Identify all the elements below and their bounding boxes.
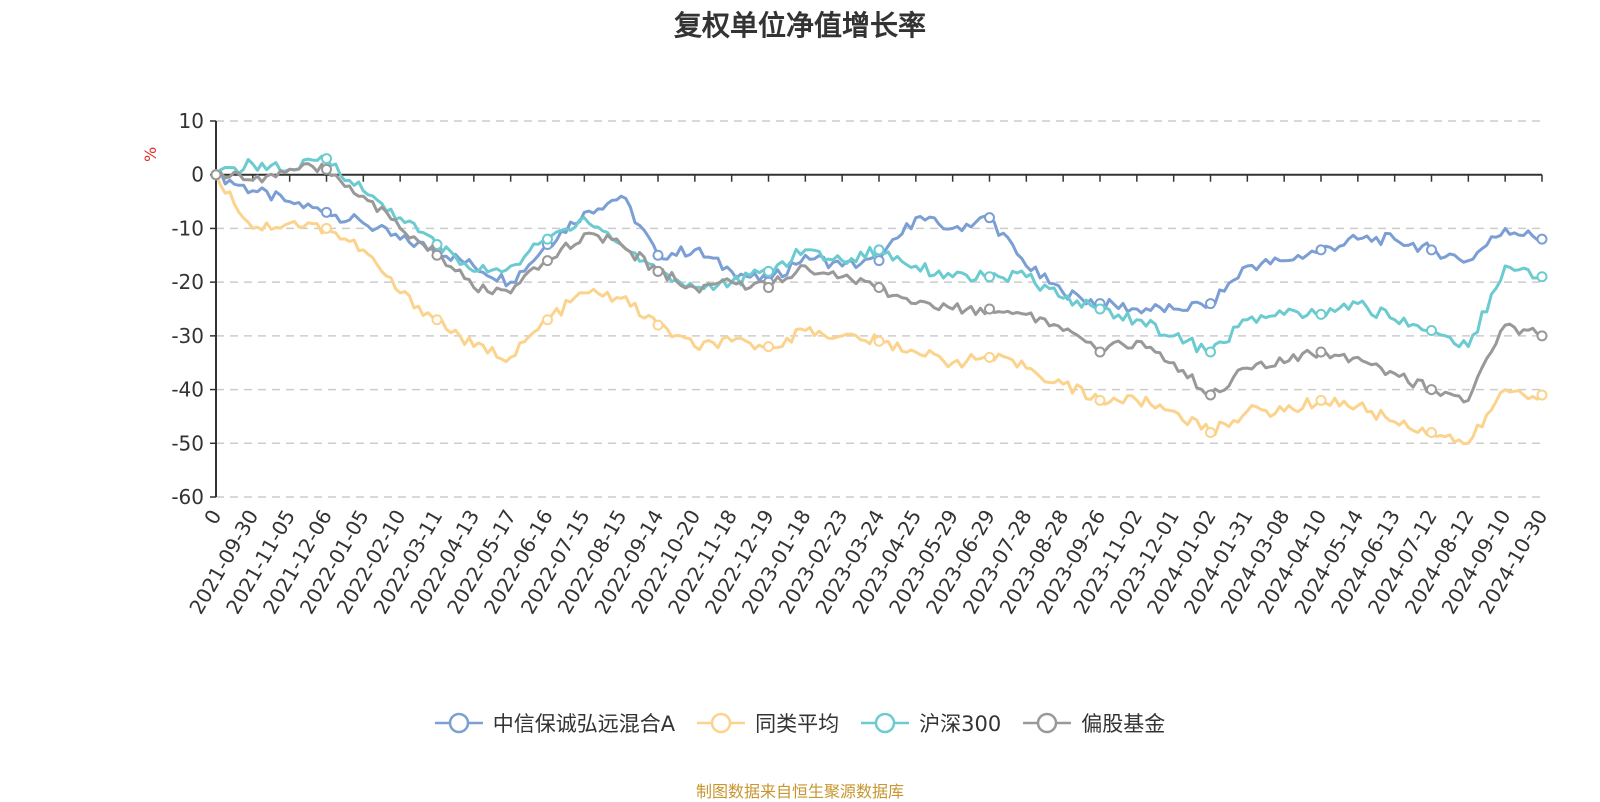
- legend-marker-icon: [861, 712, 910, 734]
- y-tick-labels: 10 0 -10 -20 -30 -40 -50 -60: [171, 109, 204, 509]
- series-point: [542, 233, 553, 245]
- series-point: [210, 169, 222, 181]
- series-point: [1205, 389, 1216, 401]
- x-tick-labels: 02021-09-302021-11-052021-12-062022-01-0…: [184, 506, 1552, 619]
- legend-item[interactable]: 同类平均: [697, 708, 839, 738]
- legend-label: 沪深300: [919, 712, 1002, 736]
- series-point: [763, 282, 774, 294]
- series-point: [1315, 308, 1327, 320]
- series-point: [1536, 233, 1548, 245]
- series-point: [1426, 384, 1437, 396]
- x-tick-label: 0: [199, 506, 226, 529]
- legend-label: 偏股基金: [1081, 712, 1166, 736]
- series-point: [1536, 330, 1548, 342]
- legend-marker-icon: [697, 712, 746, 734]
- series-point: [1426, 244, 1437, 256]
- series-point: [321, 222, 332, 234]
- y-tick-label: -20: [171, 270, 204, 294]
- source-note: 制图数据来自恒生聚源数据库: [695, 782, 904, 801]
- series-point: [1536, 389, 1548, 401]
- legend-label: 中信保诚弘远混合A: [492, 712, 676, 736]
- legend-marker-icon: [434, 712, 483, 734]
- series-point: [321, 206, 332, 218]
- series-point: [652, 249, 664, 261]
- chart-title: 复权单位净值增长率: [673, 9, 926, 42]
- series-point: [1315, 346, 1327, 358]
- line-chart: 10 0 -10 -20 -30 -40 -50 -60 02021-09-302021-11…: [141, 109, 1552, 619]
- series-point: [652, 319, 664, 331]
- series-point: [321, 163, 332, 175]
- series-point: [873, 244, 885, 256]
- series-point: [1094, 394, 1106, 406]
- legend-item[interactable]: 沪深300: [861, 708, 1001, 738]
- series-point: [1315, 244, 1327, 256]
- series-point: [1536, 271, 1548, 283]
- series-point: [984, 271, 995, 283]
- legend-label: 同类平均: [755, 712, 840, 736]
- series-lines: [210, 153, 1548, 446]
- legend-marker-icon: [1023, 712, 1072, 734]
- series-point: [542, 314, 553, 326]
- series-point: [763, 265, 774, 277]
- series-point: [873, 255, 885, 267]
- legend: 中信保诚弘远混合A 同类平均 沪深300 偏股基金: [0, 708, 1600, 738]
- y-tick-label: -60: [171, 485, 204, 509]
- series-point: [1315, 394, 1327, 406]
- series-point: [652, 265, 664, 277]
- series-point: [763, 341, 774, 353]
- series-point: [873, 335, 885, 347]
- series-point: [431, 239, 443, 251]
- series-point: [1094, 303, 1106, 315]
- y-tick-label: -10: [171, 216, 204, 240]
- series-point: [1426, 324, 1437, 336]
- legend-item[interactable]: 偏股基金: [1023, 708, 1165, 738]
- y-tick-label: 0: [191, 163, 204, 187]
- series-line: [214, 174, 1544, 446]
- series-point: [984, 303, 995, 315]
- series-point: [1205, 298, 1216, 310]
- series-point: [984, 212, 995, 224]
- series-point: [542, 255, 553, 267]
- y-tick-label: -40: [171, 378, 204, 402]
- series-point: [1094, 346, 1106, 358]
- y-tick-label: -50: [171, 431, 204, 455]
- series-point: [321, 153, 332, 165]
- series-point: [984, 351, 995, 363]
- series-point: [431, 249, 443, 261]
- series-point: [1426, 427, 1437, 439]
- legend-item[interactable]: 中信保诚弘远混合A: [434, 708, 676, 738]
- series-point: [431, 314, 443, 326]
- y-tick-label: 10: [179, 109, 204, 133]
- y-tick-label: -30: [171, 324, 204, 348]
- axes: [210, 120, 1543, 498]
- series-point: [1205, 427, 1216, 439]
- series-point: [873, 282, 885, 294]
- series-point: [1205, 346, 1216, 358]
- y-axis-unit: %: [141, 147, 160, 162]
